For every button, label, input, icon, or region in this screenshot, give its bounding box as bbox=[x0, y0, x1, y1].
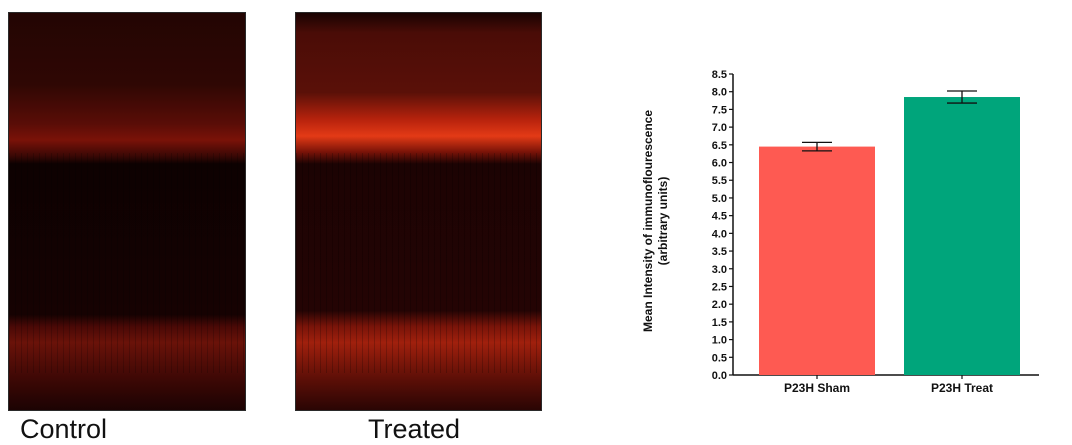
y-tick-label: 0.5 bbox=[712, 352, 727, 364]
y-tick-label: 4.5 bbox=[712, 211, 727, 223]
y-axis-label-line-2: (arbitrary units) bbox=[656, 177, 670, 266]
control-micrograph bbox=[8, 12, 246, 411]
y-tick-label: 7.5 bbox=[712, 104, 727, 116]
bar-treat bbox=[904, 97, 1020, 376]
y-tick-label: 7.0 bbox=[712, 122, 727, 134]
y-axis-label: Mean Intensity of immunoflourescence (ar… bbox=[641, 110, 670, 332]
treated-micrograph bbox=[295, 12, 542, 411]
y-tick-label: 4.0 bbox=[712, 228, 727, 240]
y-tick-label: 2.0 bbox=[712, 299, 727, 311]
y-tick-label: 2.5 bbox=[712, 281, 727, 293]
y-axis-label-line-1: Mean Intensity of immunoflourescence bbox=[641, 110, 655, 332]
y-tick-label: 3.0 bbox=[712, 264, 727, 276]
x-tick-label: P23H Treat bbox=[931, 381, 993, 395]
x-tick-label: P23H Sham bbox=[784, 381, 850, 395]
intensity-bar-chart: Mean Intensity of immunoflourescence (ar… bbox=[641, 69, 1039, 395]
control-label: Control bbox=[20, 414, 108, 444]
bar-sham bbox=[759, 146, 875, 375]
y-tick-label: 5.5 bbox=[712, 175, 727, 187]
y-tick-label: 0.0 bbox=[712, 370, 727, 382]
y-tick-label: 1.5 bbox=[712, 317, 727, 329]
treated-label: Treated bbox=[368, 414, 461, 444]
y-tick-label: 6.5 bbox=[712, 140, 727, 152]
y-tick-label: 8.5 bbox=[712, 69, 727, 81]
y-tick-label: 5.0 bbox=[712, 193, 727, 205]
y-tick-label: 8.0 bbox=[712, 87, 727, 99]
y-tick-label: 3.5 bbox=[712, 246, 727, 258]
y-tick-label: 1.0 bbox=[712, 335, 727, 347]
y-tick-label: 6.0 bbox=[712, 158, 727, 170]
